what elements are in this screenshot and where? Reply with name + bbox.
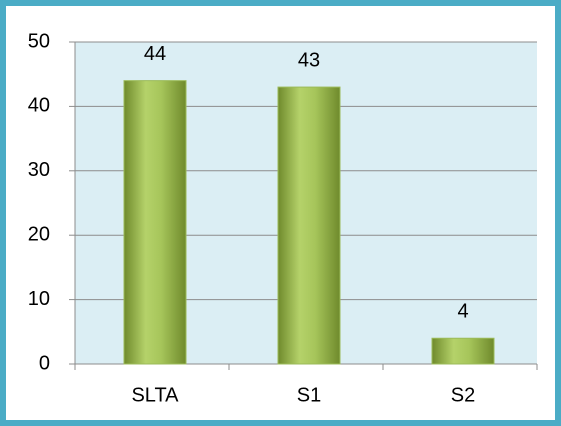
y-tick-label: 0 [39, 352, 50, 374]
data-label: 43 [298, 49, 320, 71]
bar [431, 337, 495, 365]
bar [123, 80, 187, 365]
x-tick-label: S2 [451, 384, 475, 406]
bar [277, 86, 341, 365]
data-label: 4 [457, 301, 468, 323]
y-tick-label: 10 [28, 288, 50, 310]
x-tick-label: SLTA [131, 384, 179, 406]
y-tick-label: 30 [28, 159, 50, 181]
y-tick-label: 20 [28, 223, 50, 245]
x-tick-label: S1 [297, 384, 321, 406]
y-tick-label: 50 [28, 30, 50, 52]
data-label: 44 [144, 43, 166, 65]
y-tick-label: 40 [28, 95, 50, 117]
